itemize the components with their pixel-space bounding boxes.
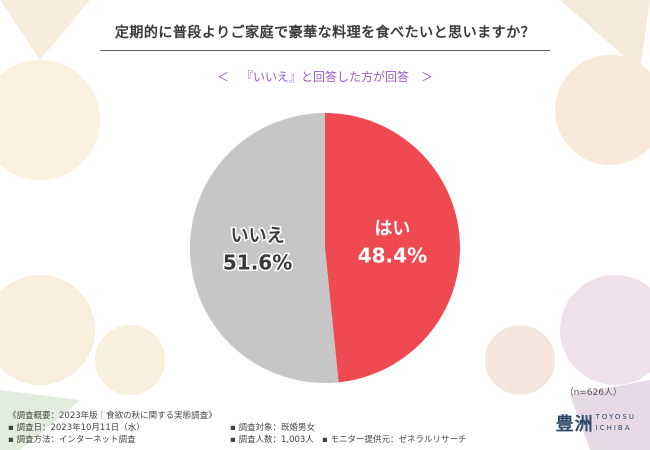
survey-provider: モニター提供元：ゼネラルリサーチ: [330, 435, 467, 445]
subtitle-left-mark: ＜: [216, 70, 229, 84]
subtitle-right-mark: ＞: [421, 70, 434, 84]
sample-size-note: （n=626人）: [564, 388, 622, 398]
subtitle-text: 『いいえ』と回答した方が回答: [240, 70, 409, 84]
toyosu-ichiba-logo: 豊洲 TOYOSU ICHIBA: [556, 410, 636, 436]
survey-date: 調査日：2023年10月11日（水）: [16, 423, 145, 433]
slice-value-1: 51.6%: [223, 250, 292, 274]
survey-target: 調査対象：既婚男女: [238, 423, 315, 433]
pie-slice-0: [325, 113, 460, 383]
pie-slice-1: [189, 113, 339, 383]
chart-title: 定期的に普段よりご家庭で豪華な料理を食べたいと思いますか？: [114, 25, 536, 41]
chart-subtitle: ＜ 『いいえ』と回答した方が回答 ＞: [0, 68, 650, 85]
slice-label-1: いいえ: [231, 225, 285, 246]
survey-overview: 《調査概要：2023年版｜食欲の秋に関する実態調査》: [8, 411, 217, 421]
logo-line1: TOYOSU: [595, 413, 636, 421]
logo-line2: ICHIBA: [595, 424, 632, 432]
slice-value-0: 48.4%: [358, 244, 427, 268]
survey-footer: 《調査概要：2023年版｜食欲の秋に関する実態調査》 ▪ 調査日：2023年10…: [8, 411, 467, 445]
survey-method: 調査方法：インターネット調査: [16, 435, 136, 445]
title-divider: [100, 50, 550, 51]
logo-kanji: 豊洲: [555, 414, 594, 435]
slice-label-0: はい: [374, 219, 410, 240]
logo-english: TOYOSU ICHIBA: [596, 412, 636, 434]
survey-count: 調査人数：1,003人: [238, 435, 314, 445]
